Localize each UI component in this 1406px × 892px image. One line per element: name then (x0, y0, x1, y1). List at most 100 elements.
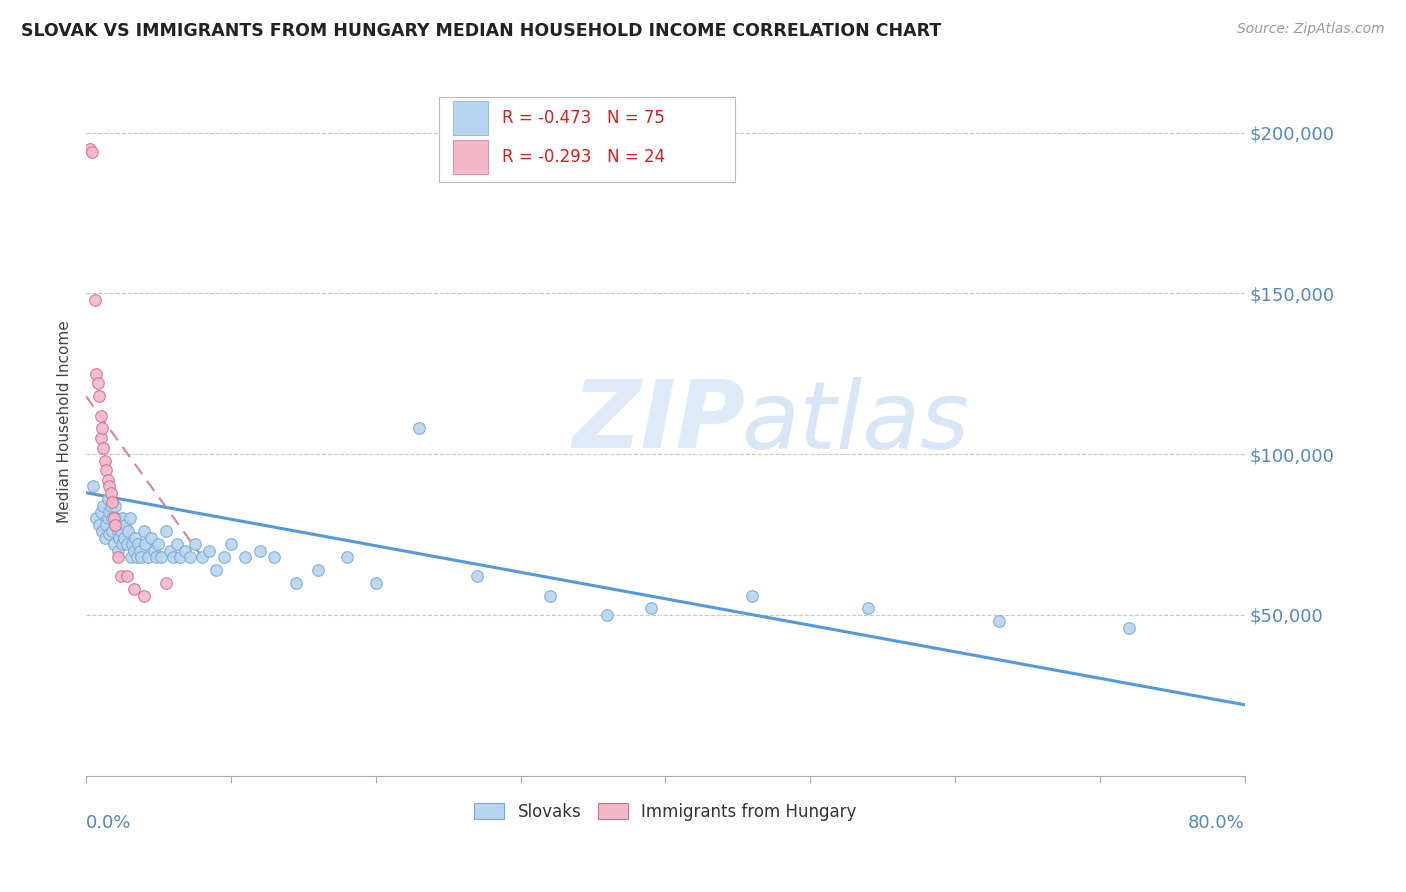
Point (111, 511, 134, 525)
Point (121, 537, 143, 551)
FancyBboxPatch shape (440, 97, 735, 182)
Point (87, 517, 110, 532)
Point (108, 531, 131, 545)
Point (856, 601, 879, 615)
Point (124, 531, 146, 545)
Point (101, 524, 124, 539)
Point (173, 543, 195, 558)
Point (198, 543, 221, 558)
Point (107, 549, 129, 564)
Point (97, 492, 120, 507)
Point (127, 537, 149, 551)
Point (105, 511, 128, 525)
Point (110, 524, 132, 539)
Point (263, 549, 285, 564)
Point (79, 142, 101, 156)
Point (155, 524, 177, 539)
Point (364, 575, 387, 590)
Point (596, 607, 619, 622)
Point (408, 421, 430, 435)
Point (90, 431, 112, 445)
Point (162, 549, 184, 564)
FancyBboxPatch shape (453, 140, 488, 174)
Text: atlas: atlas (741, 376, 969, 467)
Point (219, 537, 242, 551)
Point (110, 569, 132, 583)
Point (987, 614, 1010, 628)
Point (84, 367, 107, 381)
FancyBboxPatch shape (453, 101, 488, 135)
Point (122, 543, 145, 558)
Point (82, 479, 104, 493)
Point (538, 589, 561, 603)
Point (120, 549, 142, 564)
Point (103, 537, 125, 551)
Point (87, 389, 110, 403)
Text: Source: ZipAtlas.com: Source: ZipAtlas.com (1237, 22, 1385, 37)
Point (80, 145, 103, 159)
Point (115, 537, 138, 551)
Point (148, 537, 170, 551)
Point (249, 543, 271, 558)
Point (235, 549, 257, 564)
Point (107, 543, 129, 558)
Text: SLOVAK VS IMMIGRANTS FROM HUNGARY MEDIAN HOUSEHOLD INCOME CORRELATION CHART: SLOVAK VS IMMIGRANTS FROM HUNGARY MEDIAN… (21, 22, 942, 40)
Point (104, 517, 127, 532)
Point (100, 499, 122, 513)
Point (183, 537, 205, 551)
Point (129, 549, 152, 564)
Point (111, 537, 134, 551)
Point (112, 531, 135, 545)
Point (98, 527, 121, 541)
Text: 80.0%: 80.0% (1188, 814, 1244, 832)
Point (118, 511, 141, 525)
Point (103, 511, 125, 525)
Point (1118, 621, 1140, 635)
Point (125, 549, 148, 564)
Point (90, 409, 112, 423)
Point (212, 549, 235, 564)
Point (166, 537, 188, 551)
Point (96, 463, 118, 477)
Point (107, 524, 129, 539)
Point (155, 575, 177, 590)
Point (90, 505, 112, 519)
Point (307, 563, 329, 577)
Text: 0.0%: 0.0% (86, 814, 131, 832)
Point (91, 421, 114, 435)
Point (117, 524, 139, 539)
Point (86, 376, 108, 391)
Point (91, 524, 114, 539)
Point (145, 549, 167, 564)
Point (134, 537, 156, 551)
Point (101, 511, 124, 525)
Point (100, 485, 122, 500)
Point (132, 589, 155, 603)
Point (83, 293, 105, 307)
Point (143, 543, 166, 558)
Point (94, 453, 117, 467)
Point (93, 499, 115, 513)
Point (132, 524, 155, 539)
Point (96, 517, 118, 532)
Point (104, 499, 127, 513)
Point (115, 569, 138, 583)
Y-axis label: Median Household Income: Median Household Income (58, 320, 72, 524)
Point (122, 582, 145, 596)
Point (159, 543, 181, 558)
Point (97, 511, 120, 525)
Point (179, 549, 201, 564)
Point (114, 517, 136, 532)
Point (640, 601, 662, 615)
Point (741, 589, 763, 603)
Point (169, 549, 191, 564)
Point (104, 517, 127, 532)
Point (128, 543, 150, 558)
Point (93, 441, 115, 455)
Point (98, 505, 121, 519)
Point (84, 511, 107, 525)
Point (285, 575, 308, 590)
Point (141, 531, 163, 545)
Point (150, 549, 173, 564)
Point (336, 549, 359, 564)
